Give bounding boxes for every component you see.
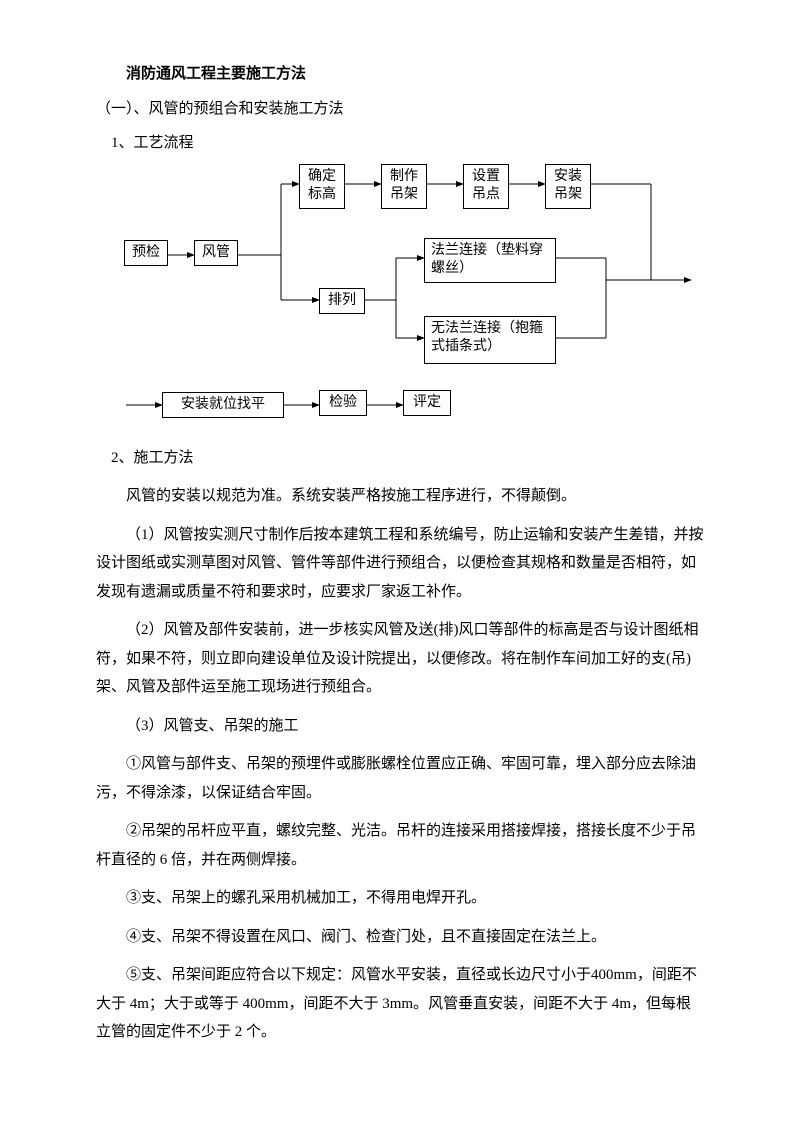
item-2: 2、施工方法 bbox=[96, 444, 704, 473]
para-1: （1）风管按实测尺寸制作后按本建筑工程和系统编号，防止运输和安装产生差错，并按设… bbox=[96, 521, 704, 607]
node-flange: 法兰连接（垫料穿螺丝） bbox=[424, 238, 556, 284]
doc-title: 消防通风工程主要施工方法 bbox=[96, 60, 704, 89]
node-inspect: 检验 bbox=[319, 390, 367, 417]
node-precheck: 预检 bbox=[124, 240, 168, 267]
node-make: 制作 吊架 bbox=[381, 164, 427, 210]
para-3d: ④支、吊架不得设置在风口、阀门、检查门处，且不直接固定在法兰上。 bbox=[96, 923, 704, 952]
para-3b: ②吊架的吊杆应平直，螺纹完整、光洁。吊杆的连接采用搭接焊接，搭接长度不少于吊杆直… bbox=[96, 817, 704, 874]
para-2: （2）风管及部件安装前，进一步核实风管及送(排)风口等部件的标高是否与设计图纸相… bbox=[96, 616, 704, 702]
para-3c: ③支、吊架上的螺孔采用机械加工，不得用电焊开孔。 bbox=[96, 884, 704, 913]
node-arrange: 排列 bbox=[319, 288, 365, 315]
node-elev: 确定 标高 bbox=[299, 164, 345, 210]
flowchart: 预检 风管 确定 标高 制作 吊架 设置 吊点 安装 吊架 排列 法兰连接（垫料… bbox=[96, 160, 704, 440]
node-set: 设置 吊点 bbox=[463, 164, 509, 210]
section-1: （一）、风管的预组合和安装施工方法 bbox=[96, 95, 704, 124]
node-eval: 评定 bbox=[403, 390, 451, 417]
node-duct: 风管 bbox=[194, 240, 238, 267]
node-noflange: 无法兰连接（抱箍式插条式） bbox=[424, 316, 556, 364]
node-install: 安装 吊架 bbox=[545, 164, 591, 210]
para-3a: ①风管与部件支、吊架的预埋件或膨胀螺栓位置应正确、牢固可靠，埋入部分应去除油污，… bbox=[96, 750, 704, 807]
item-1: 1、工艺流程 bbox=[96, 129, 704, 158]
para-3: （3）风管支、吊架的施工 bbox=[96, 712, 704, 741]
para-3e: ⑤支、吊架间距应符合以下规定：风管水平安装，直径或长边尺寸小于400mm，间距不… bbox=[96, 961, 704, 1047]
node-level: 安装就位找平 bbox=[162, 392, 284, 419]
para-0: 风管的安装以规范为准。系统安装严格按施工程序进行，不得颠倒。 bbox=[96, 482, 704, 511]
